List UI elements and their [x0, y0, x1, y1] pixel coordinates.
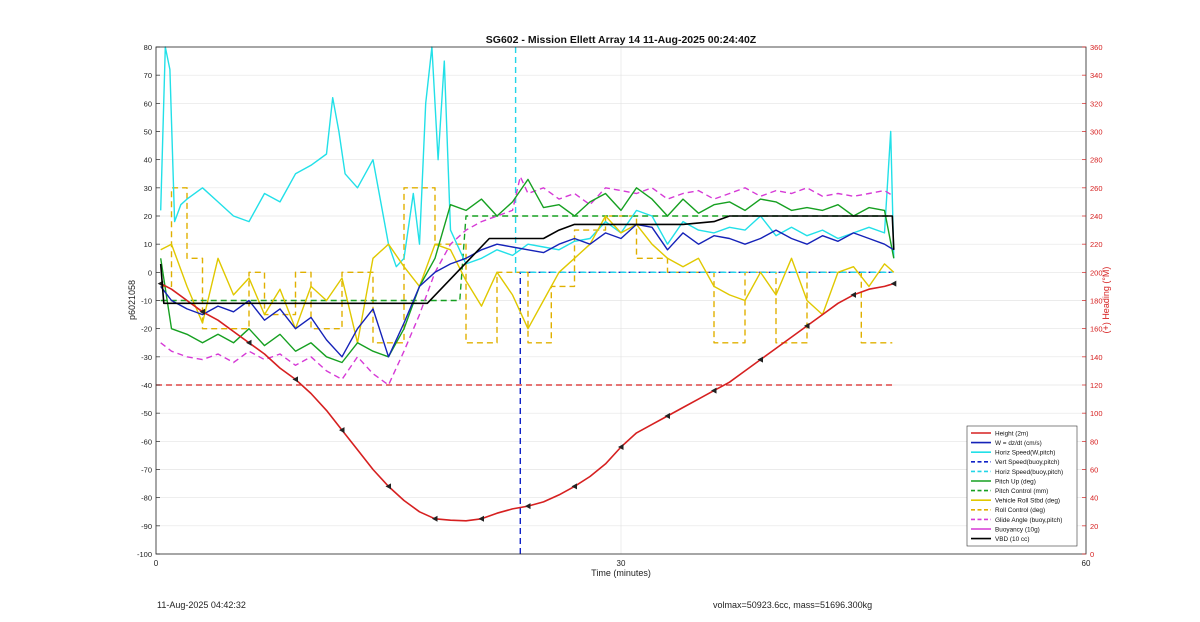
y-axis-ticks: -100-90-80-70-60-50-40-30-20-10010203040… — [137, 43, 160, 559]
y-tick-label: -100 — [137, 550, 152, 559]
y-tick-label: -50 — [141, 409, 152, 418]
y-tick-label: -60 — [141, 437, 152, 446]
y-tick-label: -90 — [141, 522, 152, 531]
y2-tick-label: 340 — [1090, 71, 1103, 80]
series-horiz-speed-buoy-pitch — [514, 47, 893, 273]
y-tick-label: 80 — [144, 43, 152, 52]
y2-tick-label: 300 — [1090, 128, 1103, 137]
y-tick-label: -20 — [141, 325, 152, 334]
x-tick-label: 60 — [1082, 559, 1091, 568]
series-roll-control-deg — [160, 187, 893, 344]
height-marker — [246, 339, 252, 346]
y2-tick-label: 260 — [1090, 184, 1103, 193]
x-tick-label: 30 — [617, 559, 626, 568]
y-tick-label: 0 — [148, 268, 152, 277]
y2-tick-label: 220 — [1090, 240, 1103, 249]
height-marker — [199, 308, 205, 315]
y2-tick-label: 60 — [1090, 466, 1098, 475]
height-marker — [385, 483, 391, 490]
x-axis-ticks: 0 30 60 — [154, 559, 1091, 568]
height-marker — [571, 483, 577, 490]
legend-label: Horiz Speed(W,pitch) — [995, 450, 1055, 457]
series-horiz-speed-w-pitch — [160, 46, 895, 268]
series-w-dz-dt-cm-s — [160, 223, 895, 358]
y2-tick-label: 320 — [1090, 99, 1103, 108]
y2-axis-ticks: 0 20 40 60 80 100 120 140 160 180 200 220 240 260 280 3… — [1082, 43, 1103, 559]
y2-tick-label: 120 — [1090, 381, 1103, 390]
legend-label: Pitch Control (mm) — [995, 488, 1048, 495]
series-vbd-10-cc — [159, 215, 895, 305]
y-tick-label: 70 — [144, 71, 152, 80]
height-marker — [618, 443, 624, 450]
y2-tick-label: 200 — [1090, 268, 1103, 277]
height-marker — [804, 322, 810, 329]
y2-tick-label: 160 — [1090, 325, 1103, 334]
y-tick-label: 60 — [144, 99, 152, 108]
y2-tick-label: 20 — [1090, 522, 1098, 531]
height-marker — [850, 291, 856, 298]
series-glide-angle-buoy-pitch — [160, 175, 895, 386]
y-tick-label: 20 — [144, 212, 152, 221]
y2-axis-label: (+) Heading (°M) — [1101, 267, 1111, 334]
y2-tick-label: 180 — [1090, 297, 1103, 306]
y-axis-label: p6021058 — [127, 280, 137, 320]
series-pitch-up-deg — [160, 178, 895, 364]
y2-tick-label: 140 — [1090, 353, 1103, 362]
x-axis-label: Time (minutes) — [591, 568, 651, 578]
y-tick-label: -40 — [141, 381, 152, 390]
chart-title: SG602 - Mission Ellett Array 14 11-Aug-2… — [486, 34, 757, 46]
y2-tick-label: 240 — [1090, 212, 1103, 221]
height-marker — [339, 427, 345, 434]
y-tick-label: 10 — [144, 240, 152, 249]
legend-label: Roll Control (deg) — [995, 507, 1045, 514]
footer-stats: volmax=50923.6cc, mass=51696.300kg — [713, 600, 873, 610]
y-tick-label: -70 — [141, 466, 152, 475]
y-tick-label: 40 — [144, 156, 152, 165]
height-marker — [890, 280, 897, 287]
height-marker — [711, 387, 717, 394]
y2-tick-label: 80 — [1090, 437, 1098, 446]
legend-label: VBD (10 cc) — [995, 536, 1029, 543]
legend-label: Glide Angle (buoy,pitch) — [995, 517, 1062, 524]
legend-label: Vert Speed(buoy,pitch) — [995, 459, 1060, 466]
legend-label: Height (2m) — [995, 430, 1028, 437]
height-marker — [292, 376, 298, 383]
y-tick-label: -80 — [141, 494, 152, 503]
height-marker — [432, 515, 438, 522]
y-tick-label: 30 — [144, 184, 152, 193]
y-tick-label: -10 — [141, 297, 152, 306]
legend-box — [966, 425, 1078, 547]
legend-label: Pitch Up (deg) — [995, 478, 1036, 485]
legend-label: Vehicle Roll Stbd (deg) — [995, 498, 1060, 505]
height-marker — [757, 356, 763, 363]
footer-timestamp: 11-Aug-2025 04:42:32 — [157, 600, 246, 610]
height-marker — [664, 412, 670, 419]
y2-tick-label: 40 — [1090, 494, 1098, 503]
y2-tick-label: 0 — [1090, 550, 1094, 559]
y-tick-label: -30 — [141, 353, 152, 362]
legend-label: Horiz Speed(buoy,pitch) — [995, 469, 1063, 476]
y2-tick-label: 100 — [1090, 409, 1103, 418]
series-vehicle-roll-stbd-deg — [160, 215, 895, 344]
legend-label: Buoyancy (10g) — [995, 526, 1040, 533]
height-marker — [525, 503, 531, 510]
series-group — [157, 46, 897, 554]
y-tick-label: 50 — [144, 128, 152, 137]
height-markers — [157, 280, 897, 522]
x-tick-label: 0 — [154, 559, 159, 568]
y2-tick-label: 360 — [1090, 43, 1103, 52]
legend-label: W = dz/dt (cm/s) — [995, 440, 1042, 447]
y2-tick-label: 280 — [1090, 156, 1103, 165]
legend: Height (2m) W = dz/dt (cm/s) Horiz Speed(W… — [966, 425, 1078, 547]
height-marker — [478, 515, 484, 522]
